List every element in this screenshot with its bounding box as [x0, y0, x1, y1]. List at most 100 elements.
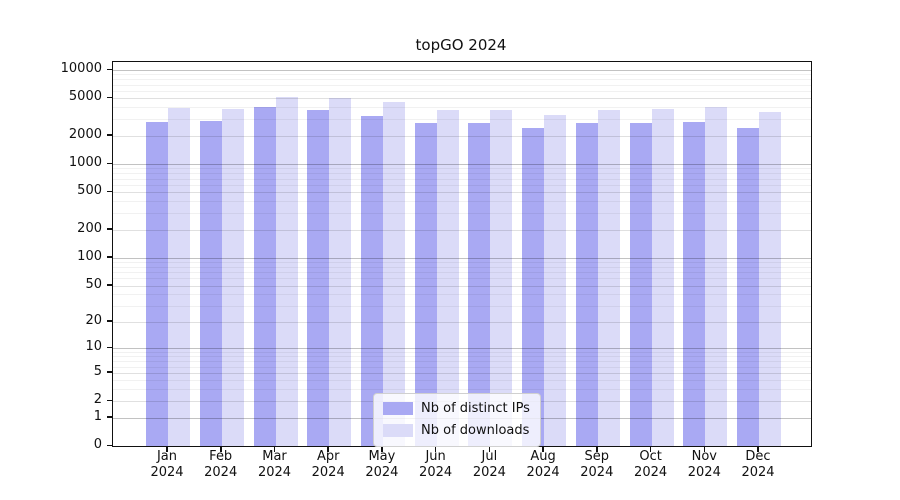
gridline — [113, 352, 811, 353]
y-tick-label: 5 — [93, 363, 102, 379]
y-tick-label: 5000 — [68, 89, 102, 105]
x-tick-label: Dec 2024 — [741, 449, 775, 480]
bar-nb-of-downloads-feb — [221, 109, 244, 446]
y-tick — [107, 399, 112, 402]
bar-nb-of-distinct-ips-dec — [737, 128, 759, 446]
bar-nb-of-distinct-ips-jan — [146, 122, 168, 446]
y-tick-label: 0 — [93, 437, 102, 452]
legend-swatch-distinct-ips — [383, 402, 413, 415]
x-tick — [703, 446, 705, 452]
gridline — [113, 201, 811, 203]
y-tick-label: 50 — [85, 276, 102, 292]
plot-area: Nb of distinct IPs Nb of downloads — [112, 61, 812, 447]
y-tick-label: 10000 — [60, 61, 102, 76]
x-tick-label: Jun 2024 — [419, 449, 453, 480]
gridline — [113, 372, 811, 374]
bar-nb-of-distinct-ips-oct — [629, 123, 652, 446]
gridline — [113, 168, 811, 170]
gridline — [113, 361, 811, 363]
y-tick — [107, 228, 112, 230]
y-tick — [107, 371, 112, 373]
y-tick — [107, 96, 112, 99]
gridline — [113, 84, 811, 86]
y-tick-label: 2000 — [68, 126, 102, 142]
y-tick-label: 2 — [93, 392, 102, 408]
gridline — [113, 266, 811, 268]
y-tick-label: 1 — [93, 408, 102, 424]
gridline — [113, 107, 811, 109]
x-tick — [381, 446, 383, 452]
bar-nb-of-distinct-ips-jul — [468, 122, 491, 446]
legend-swatch-downloads — [383, 424, 413, 437]
chart-title: topGO 2024 — [415, 36, 507, 54]
gridline — [113, 74, 811, 76]
x-tick — [273, 446, 276, 452]
y-tick-label: 100 — [77, 248, 102, 264]
bar-nb-of-distinct-ips-sep — [575, 123, 598, 446]
x-tick-label: Feb 2024 — [204, 449, 238, 480]
bar-nb-of-distinct-ips-apr — [307, 109, 330, 446]
gridline — [113, 229, 811, 231]
bar-nb-of-distinct-ips-may — [360, 115, 383, 446]
gridline — [113, 257, 811, 259]
x-tick — [542, 446, 544, 452]
x-tick — [488, 446, 491, 452]
y-tick-label: 1000 — [68, 155, 102, 170]
gridline — [113, 178, 811, 180]
x-tick-label: Nov 2024 — [687, 449, 721, 480]
gridline — [113, 98, 811, 100]
gridline — [113, 285, 811, 287]
y-tick — [107, 284, 112, 286]
y-tick — [107, 162, 112, 164]
y-tick — [107, 444, 112, 446]
gridline — [113, 184, 811, 186]
gridline — [113, 173, 811, 175]
gridline — [113, 380, 811, 382]
x-tick — [327, 446, 329, 452]
gridline — [113, 119, 811, 121]
x-tick-label: Apr 2024 — [311, 449, 345, 480]
bar-nb-of-distinct-ips-nov — [683, 122, 706, 446]
gridline — [113, 272, 811, 273]
y-tick — [107, 68, 112, 70]
y-tick-label: 200 — [77, 220, 102, 236]
bar-nb-of-downloads-aug — [544, 115, 567, 446]
x-tick-label: Oct 2024 — [634, 449, 668, 480]
gridline — [113, 135, 811, 137]
bar-nb-of-downloads-apr — [329, 98, 352, 446]
x-tick-label: May 2024 — [365, 449, 399, 480]
y-tick — [107, 134, 112, 136]
bar-nb-of-downloads-jul — [490, 110, 513, 446]
y-tick — [107, 190, 112, 193]
y-tick — [107, 416, 112, 418]
gridline — [113, 389, 811, 391]
bar-nb-of-downloads-nov — [705, 107, 728, 446]
y-tick — [107, 320, 112, 322]
y-tick — [107, 256, 112, 258]
x-tick — [220, 446, 222, 452]
x-tick-label: Aug 2024 — [526, 449, 560, 480]
gridline — [113, 321, 811, 323]
x-tick — [757, 446, 759, 452]
y-tick-label: 10 — [85, 339, 102, 355]
gridline — [113, 294, 811, 296]
x-tick-label: Jan 2024 — [150, 449, 184, 480]
x-tick-label: Sep 2024 — [580, 449, 614, 480]
gridline — [113, 305, 811, 307]
bar-nb-of-distinct-ips-jun — [414, 123, 437, 446]
gridline — [113, 70, 811, 71]
x-tick — [649, 446, 652, 452]
x-tick — [434, 446, 437, 452]
gridline — [113, 192, 811, 194]
bar-nb-of-distinct-ips-aug — [522, 128, 545, 446]
bar-nb-of-downloads-jun — [436, 109, 459, 446]
gridline — [113, 261, 811, 263]
bar-nb-of-downloads-jan — [168, 108, 190, 446]
legend-label-distinct-ips: Nb of distinct IPs — [421, 401, 530, 416]
legend-item-distinct-ips: Nb of distinct IPs — [383, 399, 530, 418]
legend: Nb of distinct IPs Nb of downloads — [373, 393, 541, 447]
x-tick — [596, 446, 598, 452]
gridline — [113, 79, 811, 81]
x-tick-label: Jul 2024 — [472, 449, 506, 480]
